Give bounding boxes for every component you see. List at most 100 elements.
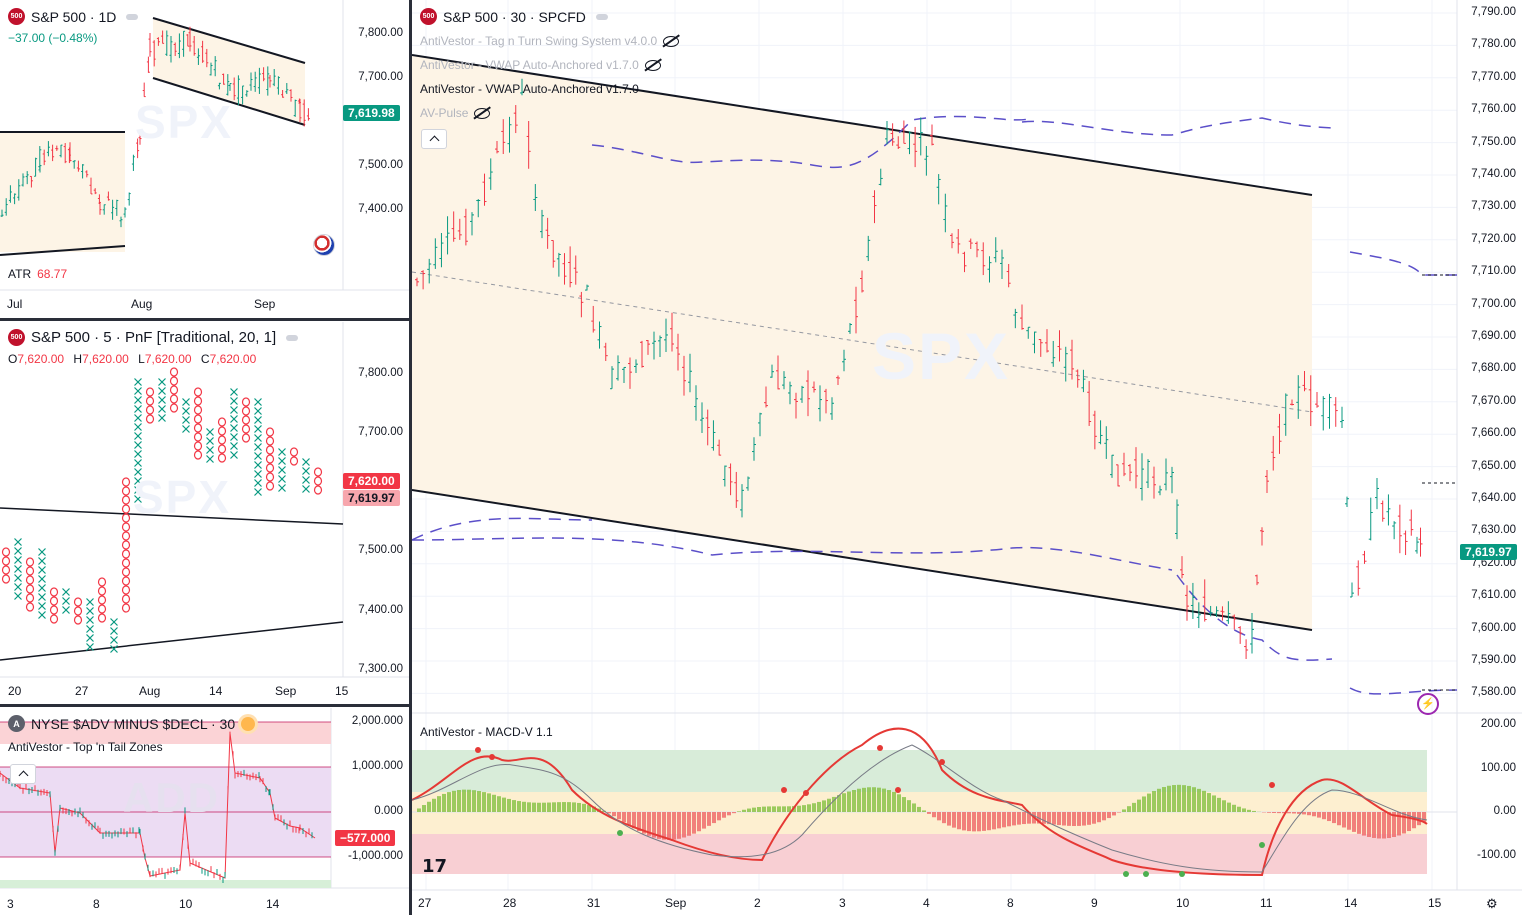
pnf-o-mark (121, 549, 131, 559)
pnf-o-mark (193, 423, 203, 433)
macd-histogram-bar (1097, 812, 1101, 823)
macd-histogram-bar (797, 805, 801, 812)
main-legend-title[interactable]: 500 S&P 500 · 30 · SPCFD (420, 8, 608, 25)
pnf-o-mark (265, 481, 275, 491)
macd-histogram-bar (427, 801, 431, 812)
pnf-o-mark (313, 485, 323, 495)
main-price-axis-label: 7,690.00 (1471, 330, 1516, 342)
daily-atr-value: 68.77 (37, 267, 68, 281)
indicator-vwap-hidden[interactable]: AntiVestor - VWAP Auto-Anchored v1.7.0 (420, 58, 661, 72)
range-fill (0, 132, 125, 252)
hidden-eye-icon[interactable] (474, 107, 491, 119)
macd-histogram-bar (1352, 812, 1356, 832)
pnf-price-label: 7,400.00 (358, 604, 403, 616)
pnf-x-mark (86, 643, 94, 651)
macd-histogram-bar (1362, 812, 1366, 836)
hidden-eye-icon[interactable] (663, 35, 680, 47)
pnf-legend-title[interactable]: 500 S&P 500 · 5 · PnF [Traditional, 20, … (8, 329, 299, 346)
pnf-x-mark (278, 457, 286, 465)
pnf-chart-canvas[interactable] (0, 322, 409, 704)
main-chart-pane[interactable]: SPX 500 S&P 500 · 30 · SPCFD AntiVestor … (412, 0, 1522, 915)
pnf-symbol-title[interactable]: S&P 500 · 5 · PnF [Traditional, 20, 1] (31, 329, 277, 346)
main-time-axis-label: 2 (754, 896, 761, 910)
pnf-x-mark (38, 584, 46, 592)
pnf-o-mark (145, 396, 155, 406)
pnf-x-mark (254, 488, 262, 496)
macd-histogram-bar (992, 812, 996, 830)
daily-more-icon[interactable] (126, 13, 139, 20)
breadth-chart-pane[interactable]: ADD A NYSE $ADV MINUS $DECL · 30 AntiVes… (0, 708, 409, 915)
macd-histogram-bar (1167, 785, 1171, 812)
macd-histogram-bar (732, 812, 736, 814)
hidden-eye-icon[interactable] (644, 59, 661, 71)
pnf-chart-pane[interactable]: SPX 500 S&P 500 · 5 · PnF [Traditional, … (0, 322, 409, 704)
legend-collapse-button[interactable] (421, 129, 447, 149)
alert-lightning-icon[interactable]: ⚡ (1417, 693, 1439, 715)
main-price-axis-label: 7,720.00 (1471, 232, 1516, 245)
daily-chart-canvas[interactable] (0, 0, 409, 318)
pnf-x-mark (134, 495, 142, 503)
tradingview-logo-icon[interactable]: 17 (422, 856, 448, 877)
macd-signal-dot (475, 747, 481, 753)
pnf-price-label: 7,300.00 (358, 663, 403, 675)
pnf-x-mark (182, 416, 190, 424)
main-symbol-title[interactable]: S&P 500 · 30 · SPCFD (443, 8, 586, 25)
indicator-vwap[interactable]: AntiVestor - VWAP Auto-Anchored v1.7.0 (420, 82, 639, 96)
main-more-icon[interactable] (595, 13, 608, 20)
breadth-legend-title[interactable]: A NYSE $ADV MINUS $DECL · 30 (8, 715, 256, 732)
main-time-axis-label: 14 (1344, 896, 1358, 910)
horizontal-pane-divider[interactable] (0, 704, 409, 707)
trend-line (0, 621, 344, 661)
pnf-more-icon[interactable] (286, 334, 299, 341)
breadth-indicator-label[interactable]: AntiVestor - Top 'n Tail Zones (8, 740, 163, 754)
pnf-time-label: Aug (139, 684, 161, 698)
daily-chart-pane[interactable]: SPX 500 S&P 500 · 1D −37.00 (−0.48%) ATR… (0, 0, 409, 318)
pnf-x-mark (86, 598, 94, 606)
macd-histogram-bar (672, 812, 676, 840)
sun-icon[interactable] (241, 716, 256, 731)
pnf-x-mark (86, 634, 94, 642)
macd-histogram-bar (542, 802, 546, 812)
macd-histogram-bar (1072, 812, 1076, 827)
daily-legend-title[interactable]: 500 S&P 500 · 1D (8, 8, 139, 25)
daily-symbol-title[interactable]: S&P 500 · 1D (31, 8, 117, 25)
vertical-pane-divider[interactable] (409, 0, 412, 915)
breadth-price-label: -1,000.000 (348, 850, 403, 862)
macd-histogram-bar (652, 812, 656, 838)
breadth-collapse-button[interactable] (10, 764, 36, 784)
pnf-x-mark (182, 425, 190, 433)
macd-indicator-label[interactable]: AntiVestor - MACD-V 1.1 (420, 725, 553, 739)
macd-signal-dot (877, 745, 883, 751)
macd-histogram-bar (547, 802, 551, 812)
indicator-av-pulse[interactable]: AV-Pulse (420, 106, 491, 120)
macd-histogram-bar (1067, 812, 1071, 826)
macd-histogram-bar (937, 812, 941, 821)
macd-histogram-bar (522, 801, 526, 812)
pnf-o-mark (241, 406, 251, 416)
macd-signal-dot (489, 754, 495, 760)
channel-fill (153, 18, 305, 125)
main-chart-canvas[interactable] (412, 0, 1522, 915)
macd-histogram-bar (627, 812, 631, 826)
macd-histogram-bar (767, 806, 771, 812)
pnf-time-label: 15 (335, 684, 349, 698)
breadth-symbol-title[interactable]: NYSE $ADV MINUS $DECL · 30 (31, 715, 236, 732)
macd-histogram-bar (702, 812, 706, 829)
pnf-x-mark (110, 618, 118, 626)
main-price-axis-label: 7,650.00 (1471, 459, 1516, 472)
breadth-chart-canvas[interactable] (0, 708, 409, 915)
pnf-x-mark (254, 452, 262, 460)
us-flag-icon[interactable] (313, 234, 335, 256)
macd-histogram-bar (1337, 812, 1341, 826)
indicator-tag-n-turn[interactable]: AntiVestor - Tag n Turn Swing System v4.… (420, 34, 680, 48)
settings-gear-icon[interactable]: ⚙ (1486, 896, 1498, 911)
daily-time-label: Sep (254, 297, 276, 311)
pnf-x-mark (206, 455, 214, 463)
macd-histogram-bar (617, 812, 621, 820)
macd-histogram-bar (607, 812, 611, 814)
horizontal-pane-divider[interactable] (0, 318, 409, 321)
pnf-o-mark (241, 415, 251, 425)
macd-histogram-bar (852, 789, 856, 812)
macd-histogram-bar (1322, 812, 1326, 820)
main-price-axis-label: 7,780.00 (1471, 38, 1516, 51)
